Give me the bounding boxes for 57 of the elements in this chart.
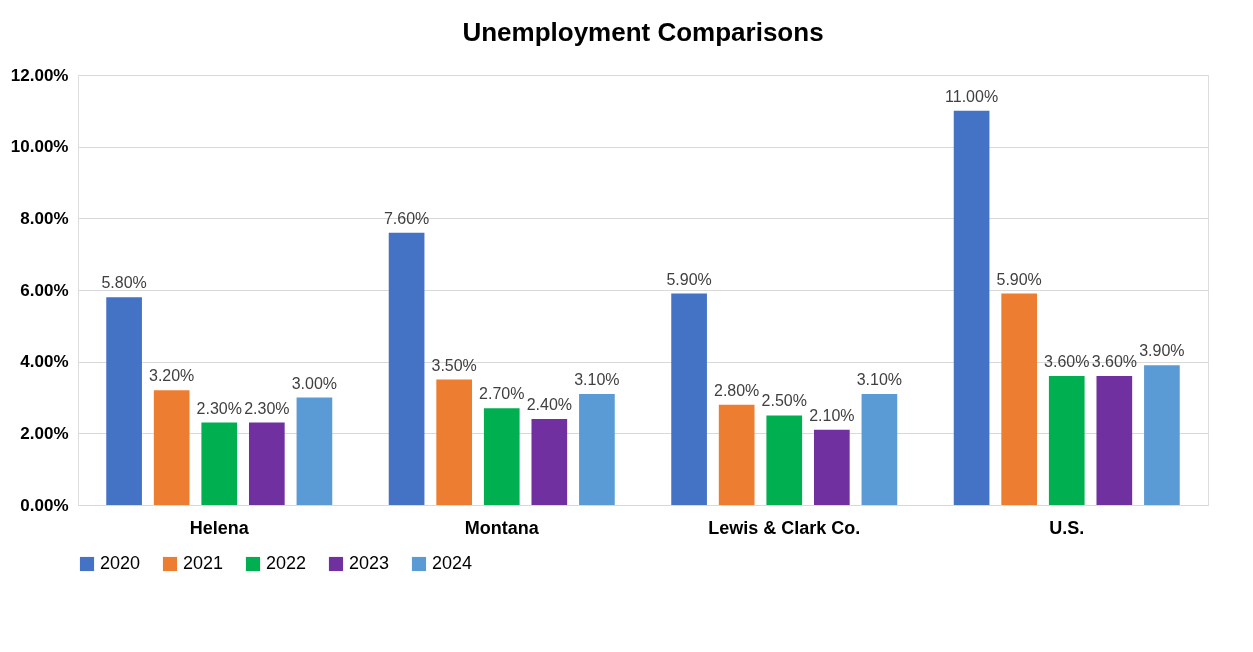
y-tick-label: 6.00%	[20, 280, 69, 300]
bar	[813, 429, 850, 505]
x-tick-label: Helena	[189, 517, 250, 538]
bar	[1048, 376, 1085, 505]
data-label: 7.60%	[383, 209, 430, 227]
y-tick-label: 2.00%	[20, 423, 69, 443]
data-label: 3.10%	[574, 370, 620, 388]
x-tick-label: Lewis & Clark Co.	[708, 517, 861, 538]
bar	[1096, 376, 1133, 505]
bar	[153, 390, 190, 505]
y-tick-label: 4.00%	[20, 352, 69, 372]
y-tick-label: 12.00%	[10, 65, 69, 85]
legend-label: 2021	[183, 553, 224, 573]
data-label: 3.20%	[148, 367, 195, 385]
data-label: 3.50%	[431, 356, 477, 374]
x-tick-label: Montana	[464, 517, 540, 538]
x-tick-label: U.S.	[1049, 517, 1085, 538]
data-label: 5.90%	[996, 270, 1042, 288]
data-label: 5.90%	[666, 270, 712, 288]
data-label: 2.30%	[244, 399, 290, 417]
data-label: 2.70%	[479, 385, 525, 403]
bar	[248, 422, 285, 505]
bar	[1001, 293, 1038, 505]
y-tick-label: 10.00%	[10, 137, 69, 157]
bar	[766, 415, 803, 505]
bar	[436, 379, 473, 505]
data-label: 2.30%	[196, 399, 242, 417]
bar	[579, 393, 615, 505]
bar	[861, 393, 898, 505]
data-label: 3.60%	[1044, 353, 1090, 370]
chart-title: Unemployment Comparisons	[462, 17, 824, 47]
data-label: 3.60%	[1091, 353, 1138, 370]
legend-label: 2024	[432, 553, 473, 573]
legend-label: 2020	[100, 553, 141, 573]
bar	[296, 397, 333, 505]
data-label: 3.10%	[856, 370, 903, 388]
bar	[671, 293, 707, 505]
bar	[106, 297, 142, 505]
data-label: 3.90%	[1139, 342, 1185, 360]
bar	[201, 422, 238, 505]
data-label: 2.10%	[809, 406, 855, 424]
data-label: 2.80%	[713, 381, 760, 399]
bar	[388, 232, 425, 505]
bar	[483, 408, 520, 505]
bar	[953, 110, 990, 505]
y-tick-label: 0.00%	[20, 495, 69, 515]
data-label: 5.80%	[101, 274, 147, 292]
bar	[531, 419, 568, 505]
data-label: 11.00%	[945, 87, 999, 105]
data-label: 2.40%	[526, 396, 573, 413]
bar	[718, 404, 755, 505]
data-label: 3.00%	[291, 374, 338, 392]
y-tick-label: 8.00%	[20, 208, 69, 228]
bar	[1144, 365, 1180, 505]
legend-label: 2023	[349, 553, 390, 573]
legend-label: 2022	[266, 553, 307, 573]
data-label: 2.50%	[761, 392, 807, 410]
